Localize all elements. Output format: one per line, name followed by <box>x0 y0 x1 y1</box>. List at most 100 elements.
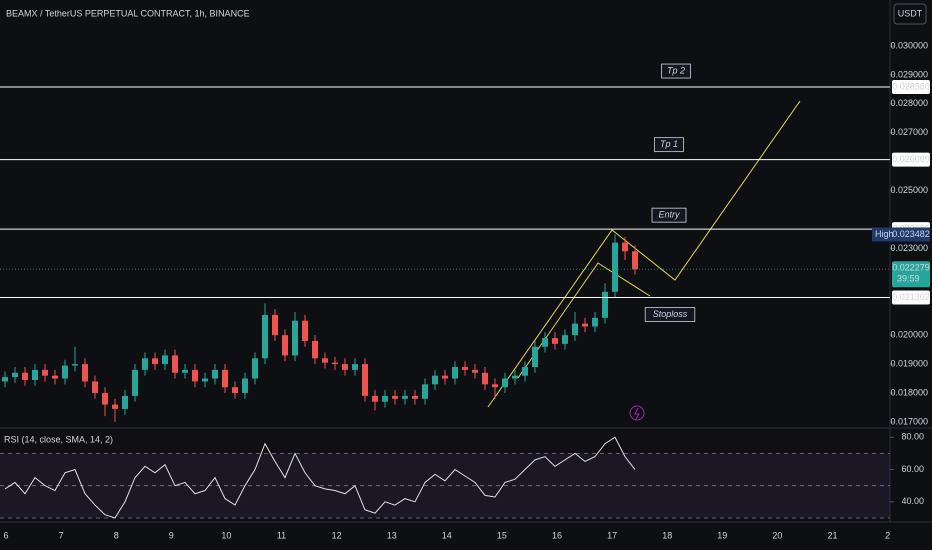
candle-body <box>382 395 388 402</box>
candle-body <box>572 323 578 336</box>
candle-body <box>362 364 368 396</box>
level-price-box <box>892 152 930 167</box>
level-name: Tp 1 <box>660 139 678 149</box>
x-tick-label: 19 <box>717 530 727 540</box>
candle-body <box>302 320 308 341</box>
candle-body <box>472 369 478 373</box>
y-tick-label: 0.027000 <box>890 127 928 137</box>
candle-body <box>402 395 408 399</box>
x-tick-label: 14 <box>442 530 452 540</box>
candle-body <box>442 375 448 379</box>
rsi-title: RSI (14, close, SMA, 14, 2) <box>4 434 113 444</box>
level-name: Entry <box>658 210 680 220</box>
level-name-box <box>644 307 696 322</box>
high-box <box>872 227 930 242</box>
currency-button[interactable] <box>893 3 927 25</box>
candle-body <box>592 317 598 327</box>
level-name: Tp 2 <box>667 65 685 75</box>
level-name-box <box>654 137 684 153</box>
candle-body <box>542 338 548 347</box>
event-icon[interactable] <box>629 405 645 421</box>
y-tick-label: 0.018000 <box>890 387 928 397</box>
candle-body <box>532 346 538 367</box>
y-tick-label: 40.00 <box>901 496 924 506</box>
candle-body <box>462 366 468 370</box>
symbol-title: BEAMX / TetherUS PERPETUAL CONTRACT, 1h,… <box>6 8 250 18</box>
level-name-box <box>651 207 687 223</box>
candle-body <box>432 375 438 385</box>
candle-body <box>52 375 58 379</box>
candle-body <box>32 369 38 380</box>
candle-body <box>392 395 398 399</box>
candle-body <box>72 364 78 366</box>
high-label: High <box>875 229 894 239</box>
x-tick-label: 17 <box>607 530 617 540</box>
candle-body <box>482 372 488 385</box>
candle-body <box>222 369 228 388</box>
rsi-line <box>4 436 636 519</box>
x-tick-label: 16 <box>552 530 562 540</box>
candle-body <box>422 384 428 399</box>
y-tick-label: 60.00 <box>901 464 924 474</box>
candle-body <box>112 404 118 409</box>
currency-label[interactable]: USDT <box>898 8 923 18</box>
candle-body <box>602 291 608 318</box>
x-tick-label: 11 <box>277 530 286 540</box>
candle-body <box>312 340 318 359</box>
y-tick-label: 0.029000 <box>890 69 928 79</box>
candle-body <box>342 364 348 370</box>
candle-body <box>452 366 458 379</box>
level-price-box <box>892 80 930 95</box>
level-price-label: 0.028580 <box>892 81 930 91</box>
x-tick-label: 10 <box>221 530 231 540</box>
candle-body <box>132 369 138 396</box>
y-tick-label: 0.028000 <box>890 98 928 108</box>
candle-body <box>192 369 198 382</box>
level-name: Stoploss <box>653 309 688 319</box>
y-tick-label: 0.019000 <box>890 358 928 368</box>
last-price-box <box>892 261 930 288</box>
x-tick-label: 15 <box>497 530 507 540</box>
x-tick-label: 20 <box>772 530 782 540</box>
countdown-label: 39:59 <box>897 274 920 284</box>
candle-body <box>352 364 358 370</box>
candle-body <box>322 358 328 363</box>
candle-body <box>332 362 338 365</box>
candle-body <box>182 369 188 373</box>
candle-body <box>582 323 588 327</box>
candle-body <box>522 366 528 376</box>
y-tick-label: 0.023000 <box>890 243 928 253</box>
level-name-box <box>661 63 691 79</box>
candle-body <box>172 355 178 373</box>
candle-body <box>202 378 208 382</box>
candle-body <box>412 395 418 399</box>
candle-body <box>552 338 558 344</box>
level-price-label: 0.021302 <box>892 292 930 302</box>
rsi-pane <box>0 428 890 522</box>
y-tick-label: 80.00 <box>901 432 924 442</box>
candle-body <box>512 375 518 379</box>
trend-drawing <box>487 100 801 408</box>
candle-body <box>152 358 158 365</box>
candle-body <box>372 395 378 402</box>
candle-body <box>102 393 108 405</box>
candle-body <box>632 251 638 270</box>
x-tick-label: 21 <box>827 530 837 540</box>
x-tick-label: 8 <box>114 530 119 540</box>
high-price: 0.023482 <box>892 229 930 239</box>
x-tick-label: 2 <box>885 530 890 540</box>
candle-body <box>22 372 28 380</box>
candle-body <box>2 377 8 382</box>
candle-body <box>282 335 288 356</box>
candle-body <box>252 358 258 379</box>
level-price-label: 0.026069 <box>892 154 930 164</box>
y-tick-label: 0.020000 <box>890 330 928 340</box>
candle-body <box>92 381 98 394</box>
candle-body <box>492 384 498 388</box>
candle-body <box>262 314 268 359</box>
candle-body <box>622 242 628 252</box>
candle-body <box>12 372 18 378</box>
candle-body <box>562 335 568 344</box>
x-tick-label: 7 <box>59 530 64 540</box>
